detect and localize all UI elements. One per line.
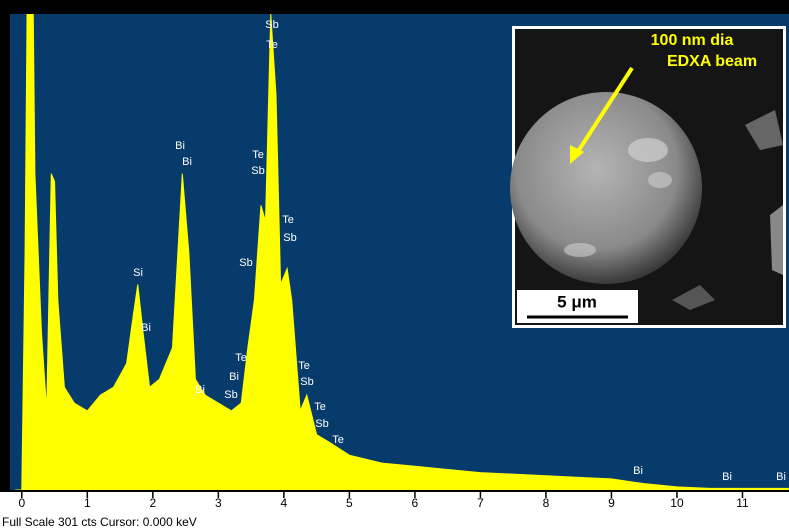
element-label: Te	[298, 360, 310, 372]
inset-label: 100 nm dia	[651, 32, 734, 49]
x-tick-label: 2	[149, 496, 156, 510]
x-tick-label: 10	[670, 496, 684, 510]
element-label: Sb	[251, 165, 264, 177]
element-label: Sb	[224, 389, 237, 401]
element-label: Te	[266, 39, 278, 51]
element-label: Sb	[300, 376, 313, 388]
x-tick-label: 1	[84, 496, 91, 510]
debris	[648, 172, 672, 188]
inset-label: EDXA beam	[667, 53, 757, 70]
chart: 100 nm dia EDXA beam 5 μm Full Scale 301…	[0, 0, 789, 531]
x-tick-label: 9	[608, 496, 615, 510]
element-label: Bi	[195, 384, 205, 396]
particle	[510, 92, 702, 284]
x-tick-label: 4	[281, 496, 288, 510]
x-tick-label: 7	[477, 496, 484, 510]
element-label: Bi	[722, 471, 732, 483]
element-label: Te	[235, 352, 247, 364]
element-label: Bi	[175, 140, 185, 152]
element-label: Sb	[315, 418, 328, 430]
inset: 100 nm dia EDXA beam 5 μm	[510, 26, 786, 328]
element-label: Si	[133, 267, 143, 279]
element-label: Bi	[141, 322, 151, 334]
element-label: Te	[314, 401, 326, 413]
element-label: Te	[332, 434, 344, 446]
element-label: Sb	[283, 232, 296, 244]
element-label: Sb	[239, 257, 252, 269]
scale-bar-label: 5 μm	[557, 292, 597, 311]
element-label: Te	[282, 214, 294, 226]
x-tick-label: 11	[736, 496, 749, 510]
x-tick-label: 0	[18, 496, 25, 510]
x-tick-label: 5	[346, 496, 353, 510]
fragment	[770, 205, 783, 275]
debris	[564, 243, 596, 257]
x-tick-label: 3	[215, 496, 222, 510]
element-label: Bi	[182, 156, 192, 168]
element-label: Bi	[633, 465, 643, 477]
element-label: Sb	[265, 19, 278, 31]
element-label: Te	[252, 149, 264, 161]
x-tick-label: 8	[543, 496, 550, 510]
element-label: Bi	[776, 471, 786, 483]
debris	[628, 138, 668, 162]
status-text: Full Scale 301 cts Cursor: 0.000 keV	[2, 515, 197, 529]
x-tick-label: 6	[412, 496, 419, 510]
element-label: Bi	[229, 371, 239, 383]
